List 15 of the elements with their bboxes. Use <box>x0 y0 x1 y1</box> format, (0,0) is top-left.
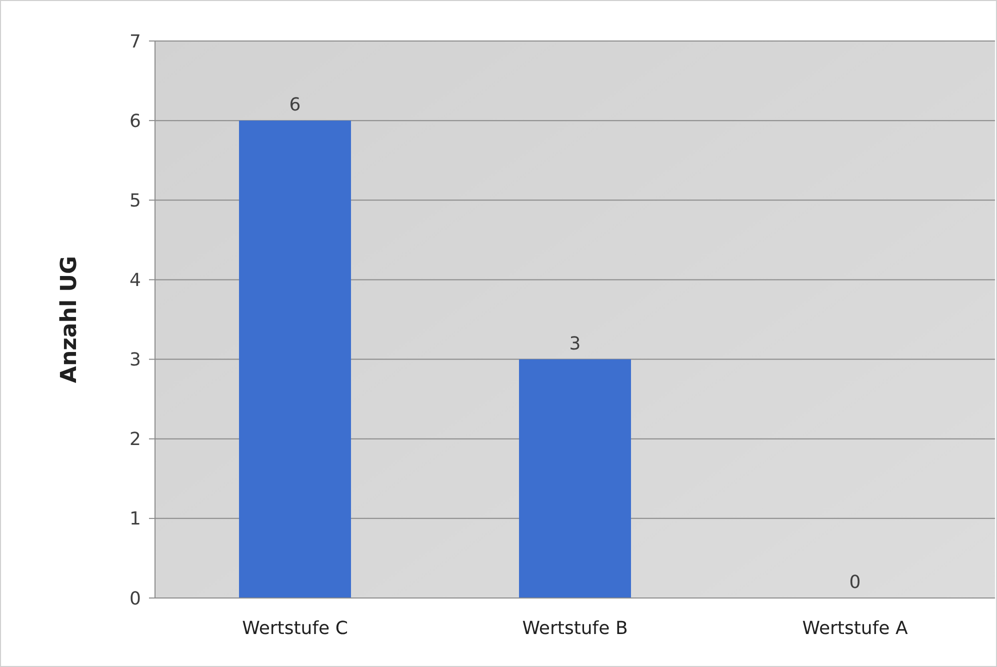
y-tick-label: 5 <box>130 190 141 212</box>
data-label: 0 <box>849 572 861 593</box>
data-label: 3 <box>569 333 581 354</box>
y-axis-title: Anzahl UG <box>57 256 82 384</box>
y-tick-label: 1 <box>130 508 141 530</box>
y-tick-label: 4 <box>130 270 141 292</box>
x-tick-label: Wertstufe C <box>242 618 348 639</box>
y-tick-label: 2 <box>130 429 141 450</box>
data-label: 6 <box>289 94 301 116</box>
y-tick-label: 6 <box>130 110 141 132</box>
y-tick-label: 7 <box>130 31 141 52</box>
y-tick-label: 3 <box>130 350 141 371</box>
y-tick-label: 0 <box>130 588 141 610</box>
x-tick-label: Wertstufe B <box>522 618 628 639</box>
x-tick-label: Wertstufe A <box>802 618 908 639</box>
